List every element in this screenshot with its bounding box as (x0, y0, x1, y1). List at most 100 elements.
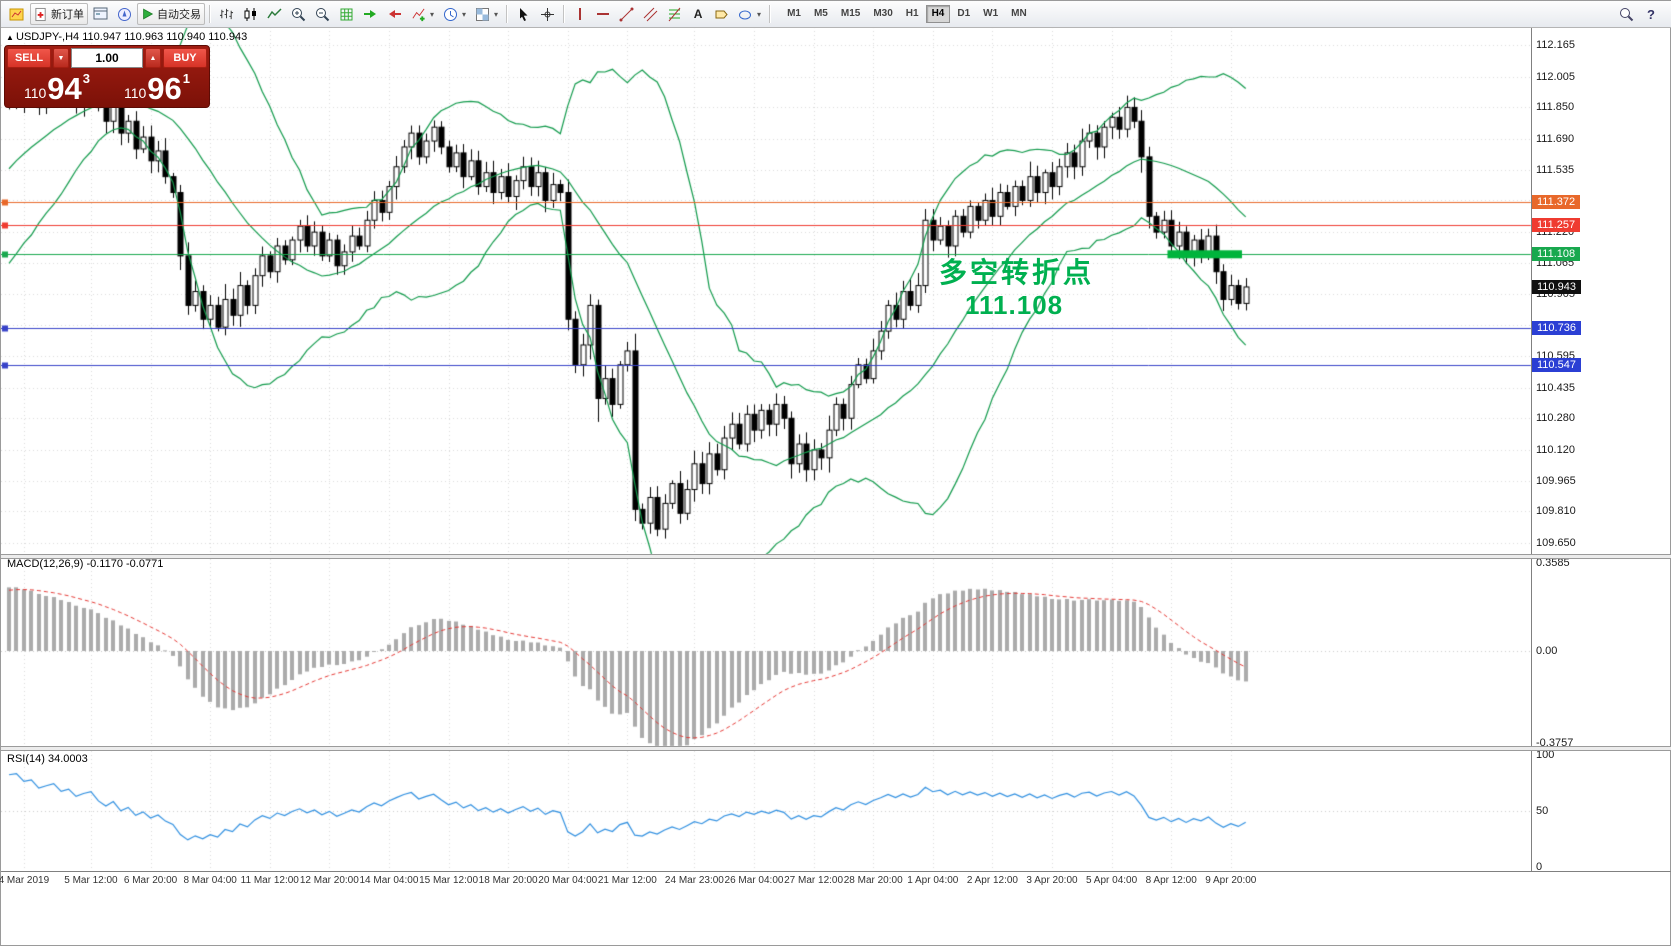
time-axis-label: 18 Mar 20:00 (478, 875, 538, 886)
time-axis-label: 6 Mar 20:00 (123, 875, 178, 886)
price-axis-label: 109.810 (1536, 505, 1576, 518)
rsi-label: RSI(14) 34.0003 (7, 753, 88, 765)
chart-header: USDJPY-,H4 110.947 110.963 110.940 110.9… (16, 31, 247, 43)
panel-splitter[interactable] (1, 554, 1671, 559)
buy-price-display[interactable]: 110 96 1 (107, 68, 207, 105)
timeframe-h1-button[interactable]: H1 (905, 8, 919, 19)
periods-button[interactable]: ▾ (439, 3, 470, 25)
buy-button[interactable]: BUY (163, 48, 207, 68)
vertical-line-button[interactable] (569, 3, 591, 25)
buy-price-base: 110 (123, 85, 147, 101)
time-axis-label: 8 Mar 04:00 (183, 875, 237, 886)
app-button[interactable] (5, 3, 29, 25)
help-button[interactable]: ? (1640, 3, 1662, 25)
indicators-caret-icon: ▾ (430, 9, 435, 19)
time-axis-label: 26 Mar 04:00 (724, 875, 784, 886)
cursor-button[interactable] (512, 3, 535, 25)
time-axis-label: 24 Mar 23:00 (664, 875, 724, 886)
text-button[interactable]: A (687, 3, 709, 25)
time-axis-label: 8 Apr 12:00 (1145, 875, 1197, 886)
time-axis-label: 12 Mar 20:00 (299, 875, 359, 886)
periods-caret-icon: ▾ (462, 9, 467, 19)
chart-shift-button[interactable] (383, 3, 406, 25)
crosshair-button[interactable] (536, 3, 559, 25)
panel-splitter[interactable] (1, 746, 1671, 751)
navigator-button[interactable] (113, 3, 136, 25)
shapes-caret-icon: ▾ (757, 9, 762, 19)
time-axis-label: 3 Apr 20:00 (1026, 875, 1078, 886)
periods-icon (444, 7, 458, 21)
time-axis-label: 5 Mar 12:00 (64, 875, 118, 886)
time-axis-label: 11 Mar 12:00 (240, 875, 299, 886)
price-axis-label: 110.435 (1536, 381, 1575, 394)
line-chart-button[interactable] (263, 3, 286, 25)
timeframe-mn-button[interactable]: MN (1011, 8, 1027, 19)
zoom-out-button[interactable] (311, 3, 334, 25)
trade-panel-price-row: 110 94 3 110 96 1 (7, 68, 207, 105)
arrow-label-button[interactable] (710, 3, 733, 25)
timeframe-m5-button[interactable]: M5 (813, 8, 828, 19)
line-chart-icon (267, 8, 282, 19)
trendline-icon (619, 7, 634, 21)
one-click-trade-panel: SELL ▼ 1.00 ▲ BUY 110 94 3 110 96 1 (4, 45, 210, 108)
volume-decrease-button[interactable]: ▼ (53, 48, 69, 68)
toolbar-separator (563, 5, 566, 23)
sell-button[interactable]: SELL (7, 48, 51, 68)
candlestick-button[interactable] (239, 3, 262, 25)
horizontal-line-button[interactable] (592, 3, 614, 25)
annotation-price: 111.108 (965, 290, 1064, 320)
rsi-scale-label: 0 (1536, 861, 1543, 873)
search-icon (1620, 7, 1634, 21)
templates-caret-icon: ▾ (494, 9, 499, 19)
timeframe-d1-button[interactable]: D1 (957, 8, 971, 19)
time-axis-border (1, 871, 1671, 872)
price-axis-label: 111.690 (1536, 133, 1575, 146)
macd-scale-label: 0.00 (1536, 645, 1558, 657)
bar-chart-button[interactable] (215, 3, 238, 25)
fibonacci-icon (668, 7, 681, 21)
price-axis-label: 109.965 (1536, 474, 1576, 487)
channel-icon (643, 7, 658, 21)
volume-input[interactable]: 1.00 (71, 48, 143, 68)
price-axis-label: 111.535 (1536, 163, 1575, 176)
terminal-icon (93, 7, 108, 20)
cursor-icon (520, 7, 528, 21)
new-order-button[interactable]: 新订单 (30, 3, 88, 25)
zoom-in-button[interactable] (287, 3, 310, 25)
volume-increase-button[interactable]: ▲ (145, 48, 161, 68)
trendline-button[interactable] (615, 3, 638, 25)
auto-scroll-button[interactable] (359, 3, 382, 25)
price-axis-label: 109.650 (1536, 537, 1576, 549)
time-axis-label: 1 Apr 04:00 (907, 875, 959, 886)
new-order-label: 新订单 (51, 9, 84, 21)
grid-icon (340, 8, 353, 20)
indicators-button[interactable]: ▾ (407, 3, 438, 25)
sell-price-big: 94 (47, 71, 82, 106)
price-badge: 110.736 (1532, 320, 1581, 335)
grid-button[interactable] (335, 3, 358, 25)
autotrade-button[interactable]: 自动交易 (137, 3, 205, 25)
macd-scale-label: 0.3585 (1536, 557, 1570, 570)
timeframe-m30-button[interactable]: M30 (873, 8, 893, 19)
sell-price-display[interactable]: 110 94 3 (7, 68, 107, 105)
auto-scroll-icon (364, 10, 376, 18)
time-axis-label: 27 Mar 12:00 (784, 875, 844, 886)
terminal-button[interactable] (89, 3, 112, 25)
shapes-icon (739, 10, 752, 19)
help-icon: ? (1647, 6, 1655, 22)
toolbar-separator (506, 5, 509, 23)
text-icon: A (693, 7, 703, 21)
timeframe-h4-button[interactable]: H4 (925, 5, 951, 23)
templates-button[interactable]: ▾ (471, 3, 502, 25)
vertical-line-icon (579, 8, 582, 20)
rsi-scale-label: 100 (1536, 749, 1555, 761)
timeframe-w1-button[interactable]: W1 (983, 8, 999, 19)
shapes-button[interactable]: ▾ (734, 3, 765, 25)
timeframe-m1-button[interactable]: M1 (787, 8, 801, 19)
search-button[interactable] (1615, 3, 1638, 25)
time-axis-label: 4 Mar 2019 (0, 875, 50, 886)
channel-button[interactable] (639, 3, 662, 25)
fibonacci-button[interactable] (663, 3, 686, 25)
timeframe-m15-button[interactable]: M15 (840, 8, 861, 19)
